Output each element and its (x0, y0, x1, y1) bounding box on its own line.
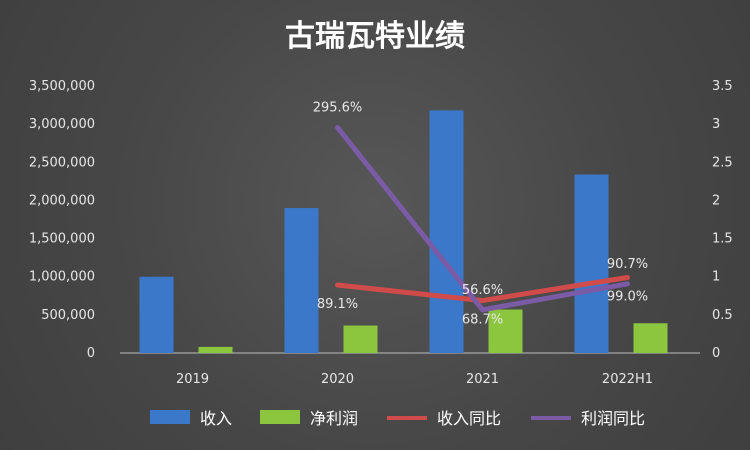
net-profit-bar (633, 323, 668, 353)
x-tick-label: 2022H1 (602, 372, 653, 387)
y-left-tick-label: 2,000,000 (29, 193, 95, 208)
revenue-yoy-label: 89.1% (317, 297, 358, 312)
x-tick-label: 2020 (321, 372, 354, 387)
plot-area: 0 500,000 1,000,000 1,500,000 2,000,000 2,500… (29, 79, 733, 387)
y-left-tick-label: 500,000 (41, 308, 95, 323)
y-left-tick-label: 3,000,000 (29, 117, 95, 132)
profit-yoy-label: 56.6% (462, 283, 503, 298)
y-right-tick-label: 0.5 (712, 308, 733, 323)
y-left-tick-label: 0 (87, 346, 95, 361)
legend: 收入 净利润 收入同比 利润同比 (150, 409, 645, 428)
revenue-bar (574, 174, 609, 353)
legend-label: 收入 (200, 409, 232, 428)
legend-net-profit-swatch (260, 410, 300, 424)
legend-label: 净利润 (310, 409, 358, 428)
y-left-tick-label: 2,500,000 (29, 155, 95, 170)
legend-label: 收入同比 (437, 409, 501, 428)
net-profit-bar (343, 325, 378, 353)
y-right-tick-label: 2 (712, 193, 720, 208)
legend-revenue-swatch (150, 410, 190, 424)
revenue-bar (139, 276, 174, 353)
y-left-tick-label: 3,500,000 (29, 79, 95, 94)
y-right-tick-label: 0 (712, 346, 720, 361)
revenue-yoy-label: 68.7% (462, 313, 503, 328)
y-left-tick-label: 1,500,000 (29, 232, 95, 247)
revenue-bar (284, 208, 319, 353)
legend-label: 利润同比 (581, 409, 645, 428)
profit-yoy-label: 295.6% (313, 100, 363, 115)
net-profit-bar (198, 346, 233, 353)
revenue-yoy-label: 99.0% (607, 289, 648, 304)
y-right-tick-label: 2.5 (712, 155, 733, 170)
profit-yoy-label: 90.7% (607, 257, 648, 272)
revenue-yoy-line (335, 274, 630, 304)
y-right-tick-label: 3.5 (712, 79, 733, 94)
y-left-tick-label: 1,000,000 (29, 270, 95, 285)
x-tick-label: 2019 (176, 372, 209, 387)
revenue-bar (429, 110, 464, 353)
x-tick-label: 2021 (466, 372, 499, 387)
chart-title: 古瑞瓦特业绩 (285, 19, 465, 54)
y-right-tick-label: 3 (712, 117, 720, 132)
profit-yoy-line (335, 124, 630, 313)
net-profit-bar (488, 309, 523, 353)
y-right-tick-label: 1.5 (712, 232, 733, 247)
y-right-tick-label: 1 (712, 270, 720, 285)
